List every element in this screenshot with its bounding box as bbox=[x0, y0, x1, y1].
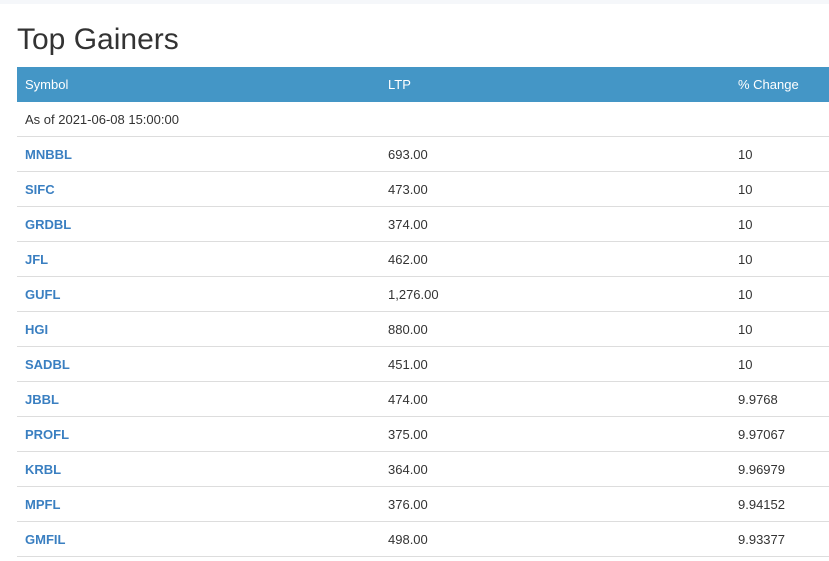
page-title: Top Gainers bbox=[17, 23, 179, 56]
table-row: JFL 462.00 10 bbox=[17, 241, 829, 277]
change-cell: 9.96979 bbox=[730, 451, 829, 487]
symbol-link[interactable]: GRDBL bbox=[25, 216, 72, 232]
ltp-cell: 364.00 bbox=[380, 451, 730, 487]
symbol-link[interactable]: GMFIL bbox=[25, 531, 66, 547]
table-header: Symbol LTP % Change bbox=[17, 67, 829, 102]
symbol-link[interactable]: KRBL bbox=[25, 461, 62, 477]
column-header-change[interactable]: % Change bbox=[730, 67, 829, 102]
ltp-cell: 880.00 bbox=[380, 311, 730, 347]
table-row: PROFL 375.00 9.97067 bbox=[17, 416, 829, 452]
symbol-link[interactable]: MNBBL bbox=[25, 146, 72, 162]
ltp-cell: 473.00 bbox=[380, 171, 730, 207]
table-row: JBBL 474.00 9.9768 bbox=[17, 381, 829, 417]
change-cell: 10 bbox=[730, 241, 829, 277]
change-cell: 9.94152 bbox=[730, 486, 829, 522]
symbol-link[interactable]: GUFL bbox=[25, 286, 61, 302]
change-cell: 9.9768 bbox=[730, 381, 829, 417]
symbol-link[interactable]: PROFL bbox=[25, 426, 70, 442]
ltp-cell: 462.00 bbox=[380, 241, 730, 277]
symbol-link[interactable]: MPFL bbox=[25, 496, 61, 512]
change-cell: 10 bbox=[730, 346, 829, 382]
change-cell: 9.97067 bbox=[730, 416, 829, 452]
symbol-link[interactable]: SIFC bbox=[25, 181, 55, 197]
table-row: KRBL 364.00 9.96979 bbox=[17, 451, 829, 487]
change-cell: 10 bbox=[730, 276, 829, 312]
ltp-cell: 693.00 bbox=[380, 136, 730, 172]
ltp-cell: 1,276.00 bbox=[380, 276, 730, 312]
table-row: GMFIL 498.00 9.93377 bbox=[17, 521, 829, 557]
column-header-symbol[interactable]: Symbol bbox=[17, 67, 380, 102]
change-cell: 10 bbox=[730, 206, 829, 242]
ltp-cell: 376.00 bbox=[380, 486, 730, 522]
table-row: SADBL 451.00 10 bbox=[17, 346, 829, 382]
column-header-ltp[interactable]: LTP bbox=[380, 67, 730, 102]
table-row: MNBBL 693.00 10 bbox=[17, 136, 829, 172]
ltp-cell: 374.00 bbox=[380, 206, 730, 242]
ltp-cell: 498.00 bbox=[380, 521, 730, 557]
table-row: MPFL 376.00 9.94152 bbox=[17, 486, 829, 522]
ltp-cell: 474.00 bbox=[380, 381, 730, 417]
change-cell: 9.93377 bbox=[730, 521, 829, 557]
table-row: GRDBL 374.00 10 bbox=[17, 206, 829, 242]
change-cell: 10 bbox=[730, 171, 829, 207]
symbol-link[interactable]: JFL bbox=[25, 251, 49, 267]
top-gainers-table: Symbol LTP % Change As of 2021-06-08 15:… bbox=[17, 67, 829, 557]
table-row: GUFL 1,276.00 10 bbox=[17, 276, 829, 312]
top-bar bbox=[0, 0, 829, 4]
symbol-link[interactable]: HGI bbox=[25, 321, 49, 337]
as-of-timestamp: As of 2021-06-08 15:00:00 bbox=[17, 102, 380, 137]
ltp-cell: 451.00 bbox=[380, 346, 730, 382]
symbol-link[interactable]: JBBL bbox=[25, 391, 59, 407]
ltp-cell: 375.00 bbox=[380, 416, 730, 452]
change-cell: 10 bbox=[730, 311, 829, 347]
change-cell: 10 bbox=[730, 136, 829, 172]
as-of-row: As of 2021-06-08 15:00:00 bbox=[17, 102, 829, 137]
symbol-link[interactable]: SADBL bbox=[25, 356, 70, 372]
table-row: HGI 880.00 10 bbox=[17, 311, 829, 347]
table-row: SIFC 473.00 10 bbox=[17, 171, 829, 207]
